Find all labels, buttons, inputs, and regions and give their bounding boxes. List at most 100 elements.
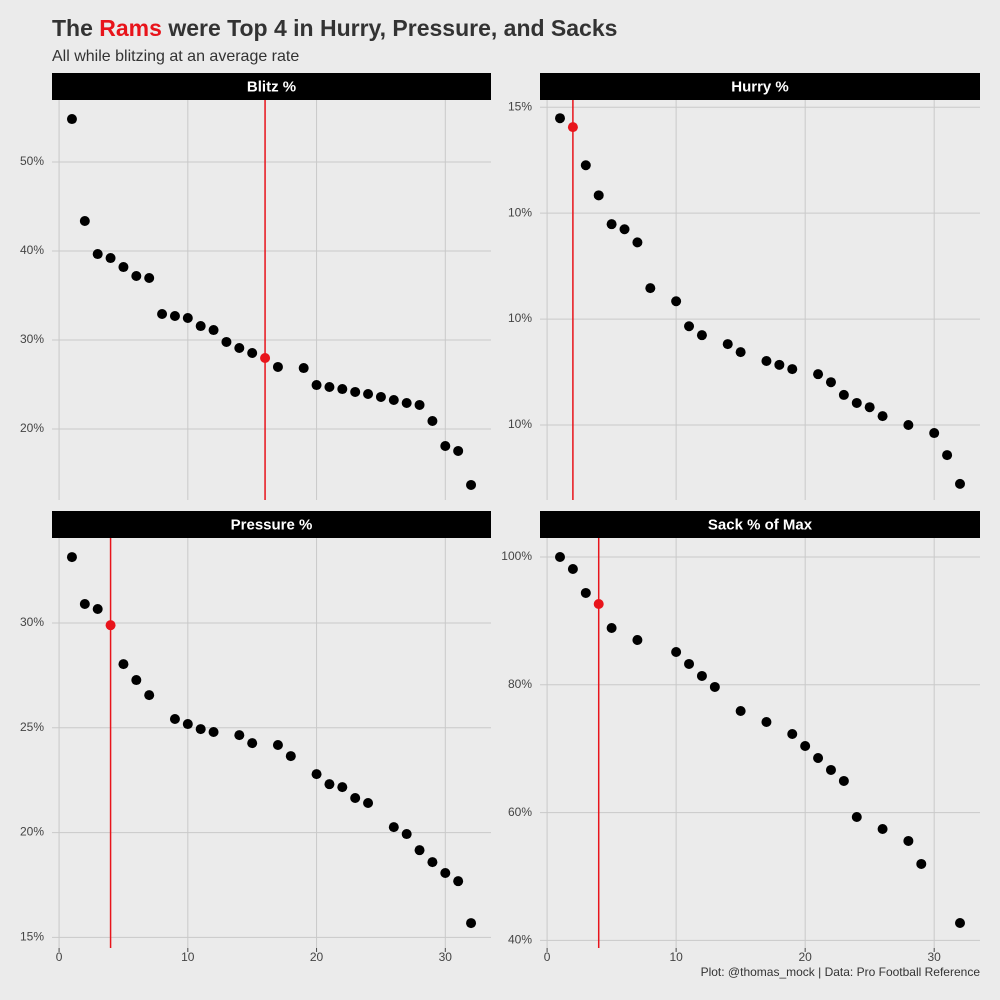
point (208, 325, 219, 336)
y-tick-label: 50% (20, 154, 44, 168)
x-tick-label: 10 (669, 950, 683, 964)
point (555, 551, 565, 562)
point (324, 779, 335, 790)
point (787, 728, 798, 739)
point (567, 563, 578, 574)
x-tick-label: 30 (928, 950, 942, 964)
caption: Plot: @thomas_mock | Data: Pro Football … (701, 965, 981, 979)
point (311, 380, 322, 391)
point (131, 675, 142, 686)
point (632, 634, 643, 645)
strip (540, 73, 980, 100)
point (942, 450, 953, 461)
point (632, 237, 643, 248)
point (79, 598, 90, 609)
point (195, 724, 206, 735)
point (169, 310, 180, 321)
facet-title: Blitz % (247, 78, 296, 95)
point (787, 364, 798, 375)
point (440, 440, 451, 451)
y-tick-label: 30% (20, 615, 44, 629)
point (761, 356, 772, 367)
point (79, 216, 90, 227)
point (350, 386, 361, 397)
point (144, 690, 155, 701)
point (929, 428, 940, 439)
point (645, 283, 656, 294)
y-tick-label: 15% (508, 99, 532, 113)
highlight-point (593, 599, 604, 610)
point (453, 876, 464, 887)
point (388, 822, 399, 833)
point (955, 918, 965, 929)
point (363, 798, 374, 809)
point (92, 249, 103, 260)
point (619, 224, 630, 235)
point (105, 253, 116, 264)
point (169, 714, 180, 725)
strip (52, 511, 491, 538)
point (838, 775, 849, 786)
point (916, 858, 927, 869)
facet-title: Hurry % (731, 78, 789, 95)
point (195, 321, 206, 332)
point (350, 792, 361, 803)
x-tick-label: 20 (310, 950, 324, 964)
point (247, 738, 258, 749)
point (671, 647, 682, 658)
title-highlight: Rams (99, 15, 162, 41)
y-tick-label: 20% (20, 825, 44, 839)
point (696, 670, 707, 681)
point (864, 402, 875, 413)
point (735, 347, 746, 358)
point (735, 705, 746, 716)
point (580, 587, 591, 598)
point (606, 622, 617, 633)
point (208, 727, 219, 738)
y-tick-label: 15% (20, 929, 44, 943)
point (311, 769, 322, 780)
point (684, 658, 695, 669)
point (709, 681, 720, 692)
y-tick-label: 20% (20, 421, 44, 435)
y-tick-label: 40% (20, 243, 44, 257)
point (414, 845, 425, 856)
point (684, 321, 695, 332)
facet-title: Pressure % (231, 516, 313, 533)
point (414, 399, 425, 410)
y-tick-label: 10% (508, 311, 532, 325)
point (66, 552, 77, 563)
highlight-point (567, 122, 578, 133)
highlight-point (105, 620, 116, 631)
point (813, 369, 824, 380)
point (877, 824, 888, 835)
point (851, 397, 862, 408)
title-part: The (52, 15, 93, 41)
point (453, 445, 464, 456)
x-tick-label: 30 (439, 950, 453, 964)
point (696, 330, 707, 341)
point (722, 339, 733, 350)
y-tick-label: 80% (508, 677, 532, 691)
point (427, 415, 438, 426)
point (466, 918, 477, 929)
x-tick-label: 0 (56, 950, 63, 964)
x-tick-label: 20 (798, 950, 812, 964)
point (800, 741, 811, 752)
point (813, 753, 824, 764)
point (66, 114, 77, 125)
y-tick-label: 60% (508, 805, 532, 819)
point (593, 190, 604, 201)
point (955, 478, 965, 489)
point (337, 384, 348, 395)
y-tick-label: 40% (508, 933, 532, 947)
point (285, 751, 296, 762)
highlight-point (260, 352, 271, 363)
point (903, 420, 914, 430)
y-tick-label: 100% (501, 549, 532, 563)
point (157, 309, 168, 320)
point (182, 313, 193, 324)
point (221, 336, 232, 347)
point (427, 857, 438, 868)
